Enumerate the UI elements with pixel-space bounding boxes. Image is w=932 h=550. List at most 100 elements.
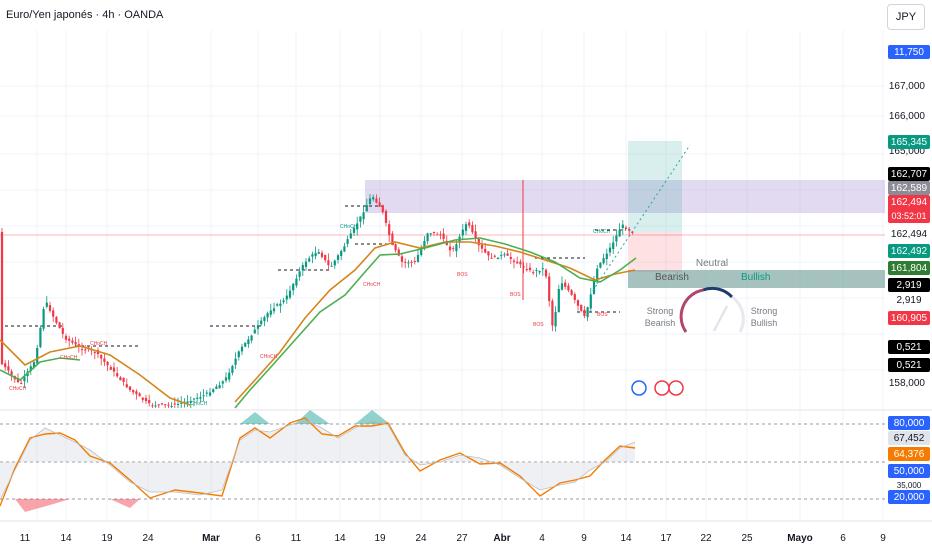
candle-body [570, 290, 573, 295]
event-icon [631, 380, 647, 396]
countdown-label: 03:52:01 [891, 211, 926, 221]
take-profit-zone [628, 141, 682, 232]
gauge-needle [713, 305, 728, 332]
candle-body [263, 317, 266, 322]
ma-green [234, 237, 637, 409]
candle-body [218, 385, 221, 389]
candle-body [413, 261, 416, 263]
candle-body [580, 304, 583, 311]
candle-body [122, 377, 125, 382]
candle-body [109, 367, 112, 370]
candle-body [612, 242, 615, 250]
price-badge [888, 278, 930, 292]
gauge-strong-bearish-label: Strong [647, 306, 674, 316]
candle-body [23, 376, 26, 382]
candle-body [432, 231, 436, 233]
candle-body [55, 317, 58, 323]
candle-body [199, 397, 202, 399]
candle-body [455, 244, 458, 252]
candle-body [160, 403, 164, 405]
candle-body [279, 303, 282, 307]
candle-body [541, 268, 544, 270]
choch-label: CHoCH [363, 282, 381, 288]
bos-label: BOS [533, 322, 544, 328]
candle-body [448, 246, 452, 251]
candle-body [7, 366, 10, 371]
candle-body [573, 294, 576, 300]
candle-body [215, 386, 218, 389]
ma-orange-left [0, 339, 191, 406]
time-tick-label: 19 [101, 533, 113, 544]
candle-body [151, 405, 154, 407]
osc-oversold-fill [110, 499, 140, 508]
candle-body [4, 363, 7, 368]
osc-badge-label: 50,000 [894, 466, 925, 477]
candle-body [119, 377, 122, 381]
candle-body [544, 269, 548, 277]
candle-body [615, 235, 618, 242]
price-badge [888, 340, 930, 354]
price-badge [888, 358, 930, 372]
time-tick-label: Abr [493, 533, 510, 544]
gauge-neutral-label: Neutral [696, 258, 728, 269]
candle-body [384, 211, 388, 223]
candle-body [266, 313, 269, 318]
candle-body [410, 261, 413, 263]
candle-body [205, 392, 208, 394]
price-badge [888, 167, 930, 181]
currency-selector[interactable]: JPY [887, 4, 925, 30]
candle-body [333, 260, 336, 266]
event-icon [654, 380, 670, 396]
candle-body [276, 304, 279, 306]
candle-body [426, 233, 429, 242]
candle-body [429, 233, 432, 235]
time-tick-label: 17 [660, 533, 672, 544]
osc-signal-line [0, 417, 636, 507]
candle-body [244, 342, 247, 347]
candle-body [295, 278, 298, 286]
candle-body [212, 389, 215, 392]
neutral-zone [628, 270, 885, 288]
candle-body [420, 247, 423, 256]
price-badge [888, 135, 930, 149]
bos-label: BOS [510, 292, 521, 298]
price-badge [888, 195, 930, 223]
osc-overbought-fill [240, 410, 390, 424]
candle-body [618, 230, 621, 237]
price-badge [888, 244, 930, 258]
osc-badge-label: 67,452 [894, 433, 925, 444]
candle-body [602, 258, 605, 264]
projection-line [589, 144, 691, 296]
time-tick-label: Mar [202, 533, 220, 544]
candle-body [503, 254, 506, 256]
stop-loss-zone [628, 232, 682, 272]
candle-body [141, 397, 144, 400]
candle-body [509, 256, 512, 260]
candle-body [484, 248, 487, 253]
candle-body [356, 223, 359, 230]
candle-body [64, 335, 68, 340]
candle-body [157, 404, 160, 406]
candle-body [144, 398, 148, 402]
candle-body [436, 234, 439, 236]
candle-body [375, 198, 378, 203]
bos-label: BOS [597, 312, 608, 318]
choch-label: CHoCH [9, 386, 27, 392]
candle-body [500, 255, 503, 257]
candle-body [528, 267, 532, 271]
osc-badge [888, 490, 930, 504]
candle-body [471, 224, 474, 233]
candle-body [506, 253, 509, 256]
choch-label: CHoCH [593, 229, 611, 235]
candle-body [154, 405, 157, 407]
candle-body [116, 373, 119, 377]
candle-body [346, 239, 349, 244]
candle-body [189, 400, 192, 403]
candle-body [308, 258, 311, 262]
candle-body [407, 262, 410, 264]
candle-body [32, 362, 36, 368]
candle-body [71, 340, 74, 343]
grid [0, 30, 885, 520]
candle-body [106, 361, 109, 366]
